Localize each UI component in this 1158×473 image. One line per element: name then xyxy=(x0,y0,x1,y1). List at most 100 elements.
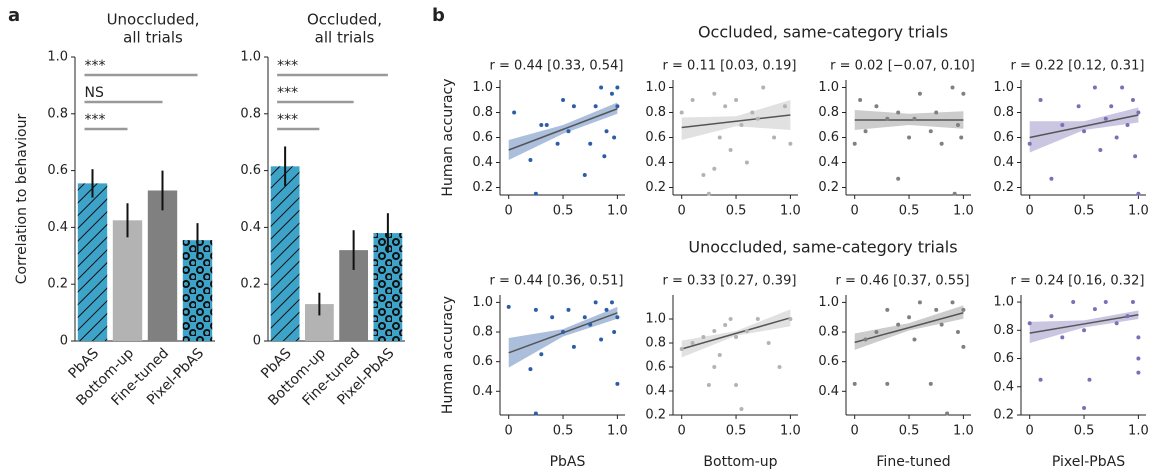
y-tick-label: 0.2 xyxy=(645,408,666,423)
y-tick-label: 0.2 xyxy=(645,180,666,195)
point xyxy=(599,337,604,342)
x-tick-label: 0 xyxy=(1026,424,1034,439)
y-tick-label: 0.8 xyxy=(645,105,666,120)
point xyxy=(728,148,733,152)
point xyxy=(1082,328,1087,333)
y-tick-label: 1.0 xyxy=(818,80,839,95)
row-title: Unoccluded, same-category trials xyxy=(688,238,957,257)
y-tick-label: 0.8 xyxy=(240,106,261,121)
point xyxy=(533,307,538,312)
y-axis-label: Correlation to behaviour xyxy=(14,114,30,285)
y-tick-label: 1.0 xyxy=(993,80,1014,95)
y-tick-label: 0.6 xyxy=(993,130,1014,145)
point xyxy=(950,85,955,90)
point xyxy=(1027,141,1032,146)
point xyxy=(1092,85,1097,90)
point xyxy=(750,110,755,115)
chart-title: all trials xyxy=(315,29,375,47)
y-tick-label: 0.4 xyxy=(472,155,493,170)
x-tick-label: 0.5 xyxy=(726,424,747,439)
x-tick-label: 0.5 xyxy=(726,204,747,219)
point xyxy=(934,307,939,312)
point xyxy=(1082,405,1087,410)
x-tick-label: 1.0 xyxy=(607,204,628,219)
point xyxy=(734,335,739,339)
y-tick-label: 0.8 xyxy=(472,325,493,340)
y-tick-label: 0.8 xyxy=(818,325,839,340)
y-tick-label: 0 xyxy=(253,334,261,349)
point xyxy=(885,307,890,312)
point xyxy=(1136,370,1141,375)
x-tick-label: 1.0 xyxy=(1128,424,1149,439)
bar xyxy=(112,220,143,341)
row-title: Occluded, same-category trials xyxy=(698,23,948,42)
point xyxy=(615,104,620,109)
point xyxy=(955,330,960,335)
fit-line xyxy=(681,317,791,350)
y-tick-label: 0.4 xyxy=(47,220,68,235)
point xyxy=(1136,335,1141,340)
chart-title: all trials xyxy=(123,29,183,47)
point xyxy=(555,141,560,146)
point xyxy=(863,129,868,134)
y-tick-label: 0.6 xyxy=(645,360,666,375)
point xyxy=(506,304,511,309)
point xyxy=(544,123,549,127)
point xyxy=(690,341,695,345)
point xyxy=(917,300,922,305)
y-tick-label: 0.8 xyxy=(993,105,1014,120)
y-tick-label: 0 xyxy=(60,334,68,349)
point xyxy=(907,315,912,320)
x-tick-label: 0.5 xyxy=(1074,424,1095,439)
point xyxy=(615,85,620,90)
point xyxy=(706,383,711,387)
point xyxy=(788,317,793,321)
significance-label: NS xyxy=(85,85,104,101)
y-tick-label: 0.4 xyxy=(818,384,839,399)
x-tick-label: 1.0 xyxy=(953,424,974,439)
point xyxy=(1120,85,1125,90)
point xyxy=(1027,321,1032,326)
point xyxy=(945,411,950,416)
point xyxy=(533,191,538,196)
annotation: r = 0.44 [0.33, 0.54] xyxy=(490,59,624,74)
point xyxy=(952,191,957,196)
significance-label: *** xyxy=(277,85,298,101)
point xyxy=(885,116,890,121)
point xyxy=(939,322,944,327)
confidence-band xyxy=(508,306,618,368)
chart-title: Unoccluded, xyxy=(107,11,200,29)
point xyxy=(723,323,728,327)
y-tick-label: 0.2 xyxy=(47,277,68,292)
y-tick-label: 0.2 xyxy=(818,180,839,195)
point xyxy=(961,307,966,312)
point xyxy=(571,104,576,109)
point xyxy=(912,337,917,342)
y-tick-label: 0.4 xyxy=(993,155,1014,170)
y-tick-label: 1.0 xyxy=(645,312,666,327)
point xyxy=(1098,148,1103,152)
x-tick-label: 0.5 xyxy=(1074,204,1095,219)
bar-pattern xyxy=(77,183,108,341)
point xyxy=(896,176,901,181)
x-tick-label: 0 xyxy=(505,204,513,219)
fit-line xyxy=(1029,114,1139,139)
x-axis-label: Fine-tuned xyxy=(876,454,950,470)
annotation: r = 0.33 [0.27, 0.39] xyxy=(663,274,797,289)
y-tick-label: 0.8 xyxy=(645,336,666,351)
point xyxy=(723,104,728,109)
y-axis-label: Human accuracy xyxy=(440,78,456,196)
y-tick-label: 0.8 xyxy=(472,105,493,120)
point xyxy=(939,141,944,146)
y-tick-label: 0.4 xyxy=(818,155,839,170)
point xyxy=(1136,191,1141,196)
point xyxy=(1087,377,1092,382)
point xyxy=(907,135,912,140)
significance-label: *** xyxy=(277,112,298,128)
point xyxy=(539,352,544,357)
y-tick-label: 0.4 xyxy=(240,220,261,235)
point xyxy=(777,365,782,369)
significance-label: *** xyxy=(85,112,106,128)
point xyxy=(739,407,744,411)
